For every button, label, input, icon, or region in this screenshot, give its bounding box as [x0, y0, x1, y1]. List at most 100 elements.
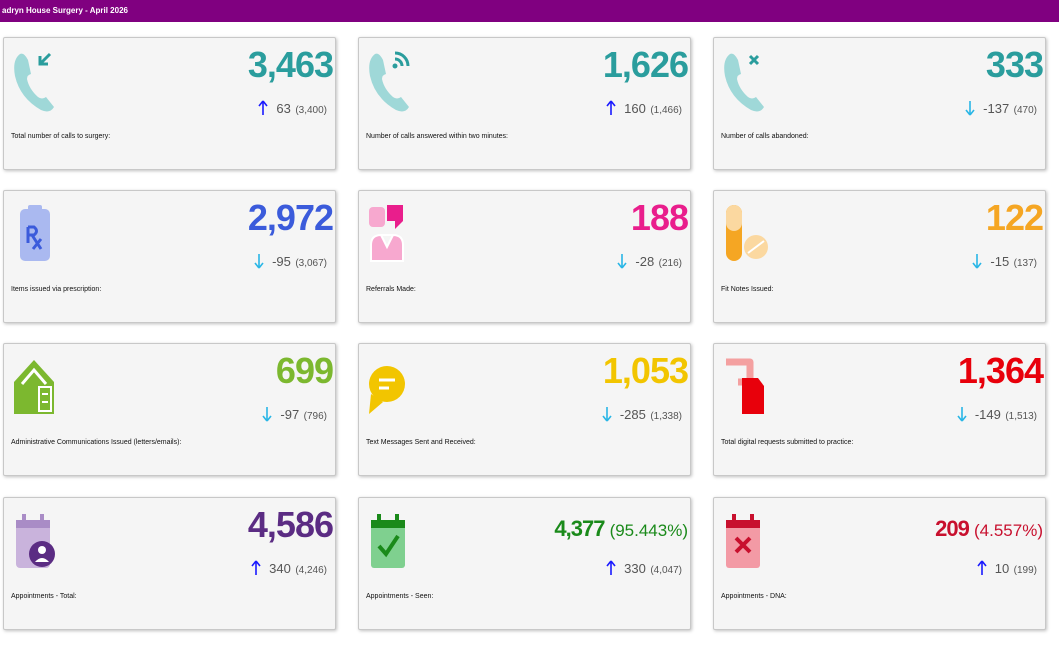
icon-part	[369, 366, 405, 402]
change-value: -28	[635, 254, 655, 269]
previous-value: (3,400)	[295, 105, 327, 116]
previous-value: (4,246)	[295, 565, 327, 576]
icon-part	[371, 520, 405, 528]
icon-part	[392, 63, 398, 69]
change-value: 63	[276, 101, 291, 116]
icon-part	[377, 534, 400, 558]
kpi-label: Referrals Made:	[366, 286, 416, 293]
kpi-card: 3,463 63 (3,400) Total number of calls to …	[3, 37, 336, 170]
kpi-value: 699	[275, 350, 334, 392]
kpi-label: Total number of calls to surgery:	[11, 133, 111, 140]
kpi-card: 1,626 160 (1,466) Number of calls answered…	[358, 37, 691, 170]
card-icon	[726, 514, 760, 568]
card-icon	[16, 514, 55, 568]
icon-part	[742, 378, 764, 414]
icon-part	[977, 560, 987, 575]
icon-part	[972, 254, 983, 269]
kpi-label: Number of calls abandoned:	[721, 133, 809, 140]
arrow-down	[957, 407, 967, 422]
icon-part	[28, 205, 42, 212]
kpi-value: 122	[985, 197, 1044, 239]
change-value: 330	[624, 561, 646, 576]
arrow-up	[251, 560, 261, 575]
card-icon	[14, 52, 55, 112]
icon-part	[22, 514, 44, 524]
icon-part	[748, 54, 760, 66]
icon-part	[16, 520, 50, 528]
previous-value: (4,047)	[650, 565, 682, 576]
icon-part	[379, 378, 395, 390]
kpi-label: Appointments - DNA:	[721, 593, 787, 600]
change-value: -95	[272, 254, 291, 269]
change-value: 10	[994, 561, 1010, 576]
icon-part	[726, 520, 760, 528]
value-percent: (95.443%)	[609, 521, 688, 540]
value-number: 122	[985, 197, 1044, 238]
value-number: 2,972	[247, 197, 334, 238]
kpi-label: Number of calls answered within two minu…	[366, 133, 509, 140]
kpi-change: -15 (137)	[972, 253, 1037, 271]
arrow-up	[258, 100, 269, 115]
icon-part	[617, 254, 628, 269]
icon-part	[369, 53, 409, 112]
icon-part	[38, 546, 46, 554]
icon-part	[251, 560, 261, 575]
kpi-change: 340 (4,246)	[251, 560, 327, 578]
previous-value: (3,067)	[295, 258, 327, 269]
icon-part	[14, 53, 55, 112]
card-icon	[369, 51, 410, 112]
kpi-change: -28 (216)	[617, 253, 682, 271]
icon-part	[35, 558, 49, 562]
kpi-card: 209 (4.557%) 10 (199) Appointments - DNA:	[713, 497, 1046, 630]
kpi-label: Text Messages Sent and Received:	[366, 439, 476, 446]
icon-part	[369, 394, 383, 414]
kpi-card: 1,053 -285 (1,338) Text Messages Sent and …	[358, 343, 691, 476]
kpi-value: 4,377 (95.443%)	[554, 516, 688, 542]
kpi-change: -149 (1,513)	[957, 406, 1037, 424]
value-number: 333	[985, 44, 1044, 85]
icon-part	[734, 536, 752, 554]
value-number: 209	[935, 516, 970, 541]
icon-part	[26, 225, 43, 250]
change-value: 340	[269, 561, 291, 576]
change-value: -15	[990, 254, 1010, 269]
icon-part	[258, 100, 269, 115]
kpi-value: 1,626	[603, 44, 689, 86]
arrow-up	[606, 560, 616, 575]
arrow-down	[972, 254, 983, 269]
kpi-change: -285 (1,338)	[602, 406, 682, 424]
kpi-change: -97 (796)	[262, 406, 327, 424]
card-icon	[369, 205, 404, 262]
header-title: adryn House Surgery - April 2026	[0, 0, 1059, 22]
previous-value: (137)	[1013, 258, 1037, 269]
previous-value: (796)	[303, 411, 327, 422]
kpi-card: 122 -15 (137) Fit Notes Issued:	[713, 190, 1046, 323]
change-value: -97	[280, 407, 300, 422]
kpi-label: Appointments - Total:	[11, 593, 77, 600]
kpi-value: 1,364	[957, 350, 1044, 392]
value-percent: (4.557%)	[974, 521, 1043, 540]
card-icon	[14, 360, 54, 414]
change-value: -285	[619, 407, 646, 422]
card-icon	[20, 205, 50, 261]
change-value: 160	[624, 101, 646, 116]
arrow-down	[617, 254, 628, 269]
kpi-value: 333	[985, 44, 1044, 86]
card-icon	[726, 205, 768, 261]
kpi-change: -137 (470)	[965, 100, 1037, 118]
kpi-value: 188	[631, 197, 689, 239]
arrow-down	[965, 101, 975, 116]
value-number: 1,364	[957, 350, 1044, 391]
icon-part	[42, 393, 48, 403]
icon-part	[20, 367, 48, 385]
kpi-value: 2,972	[247, 197, 334, 239]
arrow-down	[602, 407, 612, 422]
previous-value: (216)	[658, 258, 682, 269]
icon-part	[370, 234, 404, 262]
icon-part	[732, 514, 754, 524]
icon-part	[726, 205, 742, 231]
value-number: 699	[275, 350, 334, 391]
value-number: 4,377	[554, 516, 605, 541]
icon-part	[254, 254, 264, 269]
